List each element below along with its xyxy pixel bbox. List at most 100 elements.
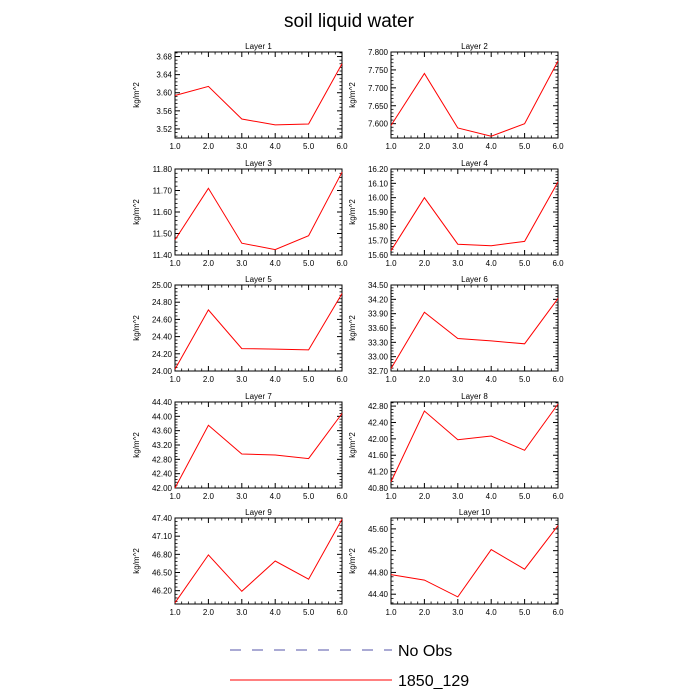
y-tick-label: 24.80	[152, 298, 173, 307]
x-tick-label: 5.0	[303, 259, 315, 268]
legend: No Obs 1850_129	[230, 643, 469, 690]
x-tick-label: 3.0	[452, 375, 464, 384]
x-tick-label: 1.0	[169, 259, 181, 268]
x-tick-label: 2.0	[203, 608, 215, 617]
x-tick-label: 4.0	[270, 608, 282, 617]
x-tick-label: 4.0	[486, 375, 498, 384]
x-tick-label: 2.0	[419, 492, 431, 501]
x-tick-label: 3.0	[236, 492, 248, 501]
x-tick-label: 3.0	[236, 375, 248, 384]
y-tick-label: 33.60	[368, 324, 389, 333]
y-tick-label: 33.90	[368, 310, 389, 319]
panel-title: Layer 5	[245, 275, 272, 284]
x-tick-label: 6.0	[552, 492, 564, 501]
y-tick-label: 3.56	[156, 107, 172, 116]
x-tick-label: 4.0	[486, 142, 498, 151]
x-tick-label: 4.0	[486, 259, 498, 268]
x-tick-label: 4.0	[270, 492, 282, 501]
y-axis-label: kg/m^2	[348, 548, 357, 574]
legend-model-label: 1850_129	[398, 673, 469, 690]
x-tick-label: 1.0	[169, 142, 181, 151]
y-axis-label: kg/m^2	[132, 315, 141, 341]
y-tick-label: 11.80	[153, 165, 173, 174]
panel-6: Layer 6 kg/m^2 1.0 2.0 3.0 4.0 5.0 6.0 32.70 33.0…	[348, 275, 564, 384]
y-tick-label: 7.750	[368, 66, 389, 75]
plot-frame	[174, 401, 343, 489]
y-tick-label: 41.60	[368, 451, 389, 460]
y-tick-label: 45.60	[368, 525, 389, 534]
y-tick-label: 7.650	[368, 102, 389, 111]
y-tick-label: 43.20	[152, 441, 173, 450]
x-tick-label: 1.0	[385, 375, 397, 384]
y-tick-label: 42.80	[152, 455, 173, 464]
y-tick-label: 16.20	[368, 165, 389, 174]
y-tick-label: 47.40	[152, 514, 173, 523]
y-tick-label: 44.00	[152, 412, 173, 421]
plot-frame	[174, 51, 343, 139]
y-tick-label: 11.60	[153, 208, 173, 217]
y-tick-label: 15.90	[368, 208, 389, 217]
y-tick-label: 15.80	[368, 222, 389, 231]
y-axis-label: kg/m^2	[348, 315, 357, 341]
y-tick-label: 32.70	[368, 367, 389, 376]
x-tick-label: 6.0	[336, 142, 348, 151]
x-tick-label: 1.0	[385, 608, 397, 617]
x-tick-label: 5.0	[303, 492, 315, 501]
x-tick-label: 6.0	[336, 375, 348, 384]
x-tick-label: 4.0	[486, 608, 498, 617]
y-tick-label: 43.60	[152, 427, 173, 436]
panel-title: Layer 2	[461, 42, 488, 51]
y-axis-label: kg/m^2	[132, 199, 141, 225]
x-tick-label: 6.0	[552, 375, 564, 384]
x-tick-label: 4.0	[270, 375, 282, 384]
panel-title: Layer 4	[461, 159, 488, 168]
y-tick-label: 3.60	[156, 89, 172, 98]
y-tick-label: 11.40	[153, 251, 173, 260]
x-tick-label: 6.0	[336, 492, 348, 501]
x-tick-label: 6.0	[552, 142, 564, 151]
y-tick-label: 33.30	[368, 338, 389, 347]
x-tick-label: 2.0	[419, 375, 431, 384]
series-line	[174, 413, 343, 489]
plot-frame	[174, 284, 343, 372]
plot-frame	[390, 517, 559, 605]
x-tick-label: 1.0	[169, 492, 181, 501]
y-tick-label: 46.20	[152, 587, 173, 596]
y-tick-label: 42.40	[152, 470, 173, 479]
x-tick-label: 1.0	[385, 259, 397, 268]
x-tick-label: 5.0	[303, 608, 315, 617]
y-tick-label: 33.00	[368, 353, 389, 362]
y-tick-label: 44.40	[152, 398, 173, 407]
series-line	[174, 518, 343, 604]
panel-7: Layer 7 kg/m^2 1.0 2.0 3.0 4.0 5.0 6.0 42.00 42.4…	[132, 392, 348, 501]
series-line	[390, 60, 559, 137]
y-tick-label: 46.80	[152, 550, 173, 559]
y-axis-label: kg/m^2	[348, 432, 357, 458]
x-tick-label: 4.0	[486, 492, 498, 501]
x-tick-label: 2.0	[203, 492, 215, 501]
x-tick-label: 1.0	[385, 142, 397, 151]
x-tick-label: 2.0	[203, 259, 215, 268]
x-tick-label: 5.0	[519, 492, 531, 501]
y-axis-label: kg/m^2	[132, 432, 141, 458]
x-tick-label: 5.0	[519, 142, 531, 151]
x-tick-label: 2.0	[419, 259, 431, 268]
x-tick-label: 3.0	[236, 608, 248, 617]
y-tick-label: 41.20	[368, 468, 389, 477]
panel-grid: Layer 1 kg/m^2 1.0 2.0 3.0 4.0 5.0 6.0 3.52 3.56 3…	[132, 42, 564, 617]
series-line	[174, 171, 343, 251]
series-line	[390, 181, 559, 251]
y-tick-label: 45.20	[368, 547, 389, 556]
panel-title: Layer 6	[461, 275, 488, 284]
panel-title: Layer 7	[245, 392, 272, 401]
y-tick-label: 46.50	[152, 569, 173, 578]
panel-title: Layer 3	[245, 159, 272, 168]
panel-title: Layer 9	[245, 508, 272, 517]
x-tick-label: 5.0	[519, 375, 531, 384]
y-tick-label: 24.60	[152, 315, 173, 324]
chart-title: soil liquid water	[284, 11, 415, 32]
x-tick-label: 5.0	[303, 375, 315, 384]
panel-title: Layer 10	[459, 508, 491, 517]
y-tick-label: 3.68	[156, 53, 172, 62]
y-tick-label: 11.70	[153, 187, 173, 196]
